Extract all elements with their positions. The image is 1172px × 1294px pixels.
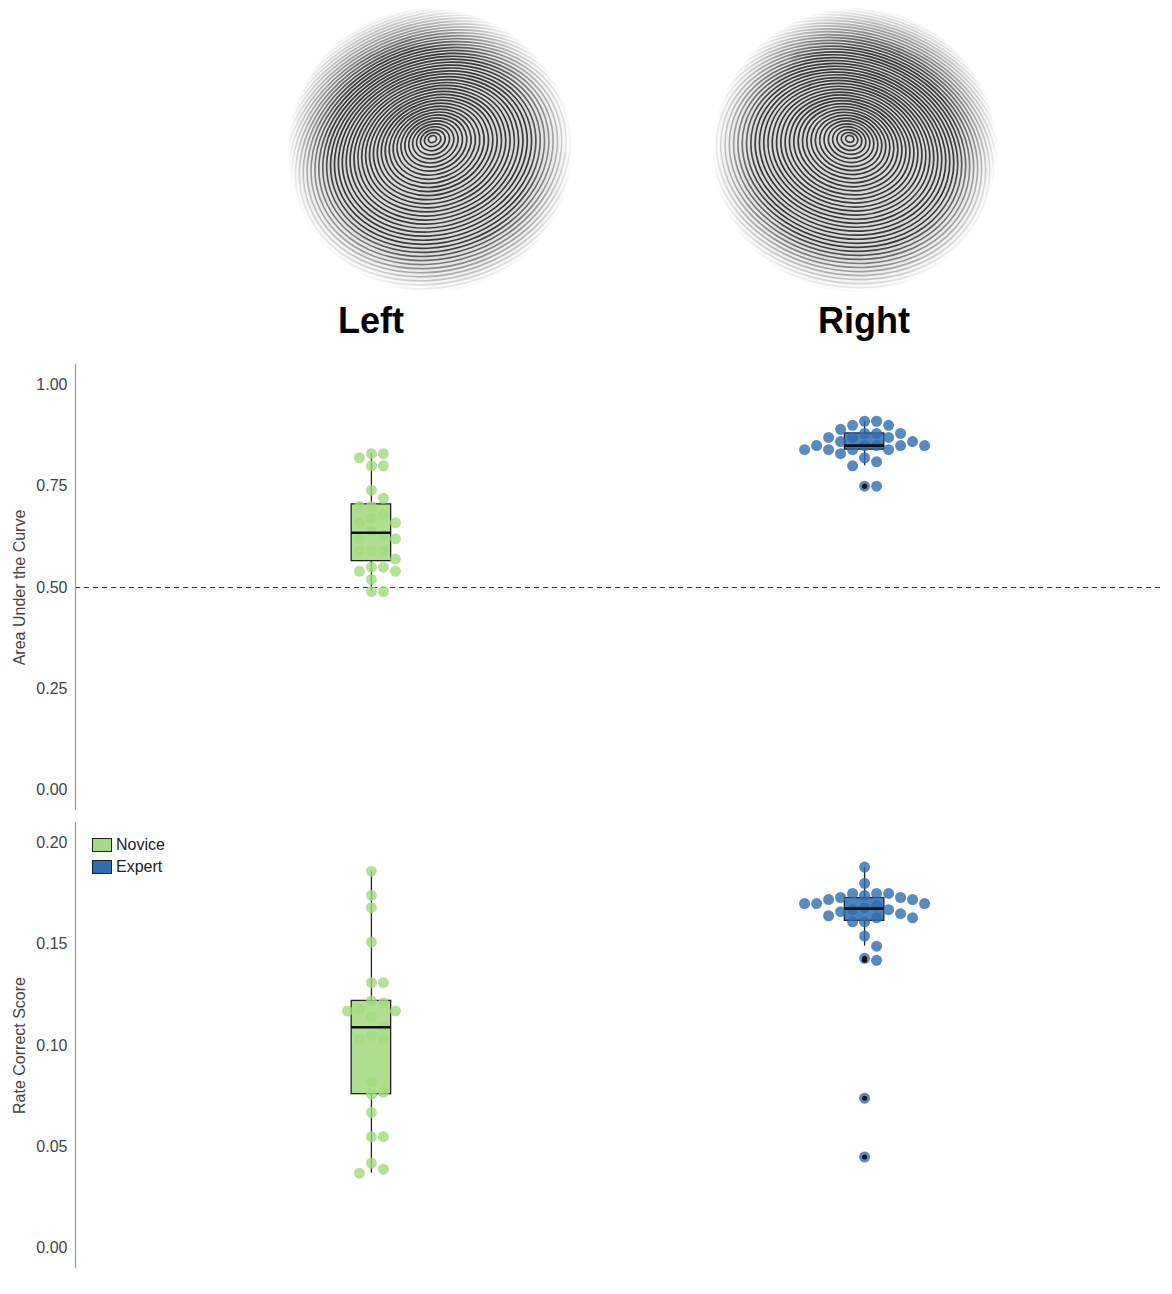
svg-text:1.00: 1.00 <box>36 376 67 393</box>
svg-text:0.00: 0.00 <box>36 1239 67 1256</box>
svg-text:0.50: 0.50 <box>36 579 67 596</box>
svg-text:0.25: 0.25 <box>36 680 67 697</box>
svg-text:0.00: 0.00 <box>36 781 67 798</box>
svg-text:0.10: 0.10 <box>36 1037 67 1054</box>
html-text:Novice: Novice <box>116 836 165 853</box>
html-text:Expert: Expert <box>116 858 163 875</box>
html-text:Left: Left <box>337 300 404 341</box>
svg-text:Rate Correct Score: Rate Correct Score <box>11 977 28 1114</box>
html-text:Right: Right <box>818 300 911 341</box>
svg-text:0.15: 0.15 <box>36 935 67 952</box>
svg-text:0.05: 0.05 <box>36 1138 67 1155</box>
svg-text:Area Under the Curve: Area Under the Curve <box>11 510 28 666</box>
svg-text:0.20: 0.20 <box>36 834 67 851</box>
svg-text:0.75: 0.75 <box>36 477 67 494</box>
